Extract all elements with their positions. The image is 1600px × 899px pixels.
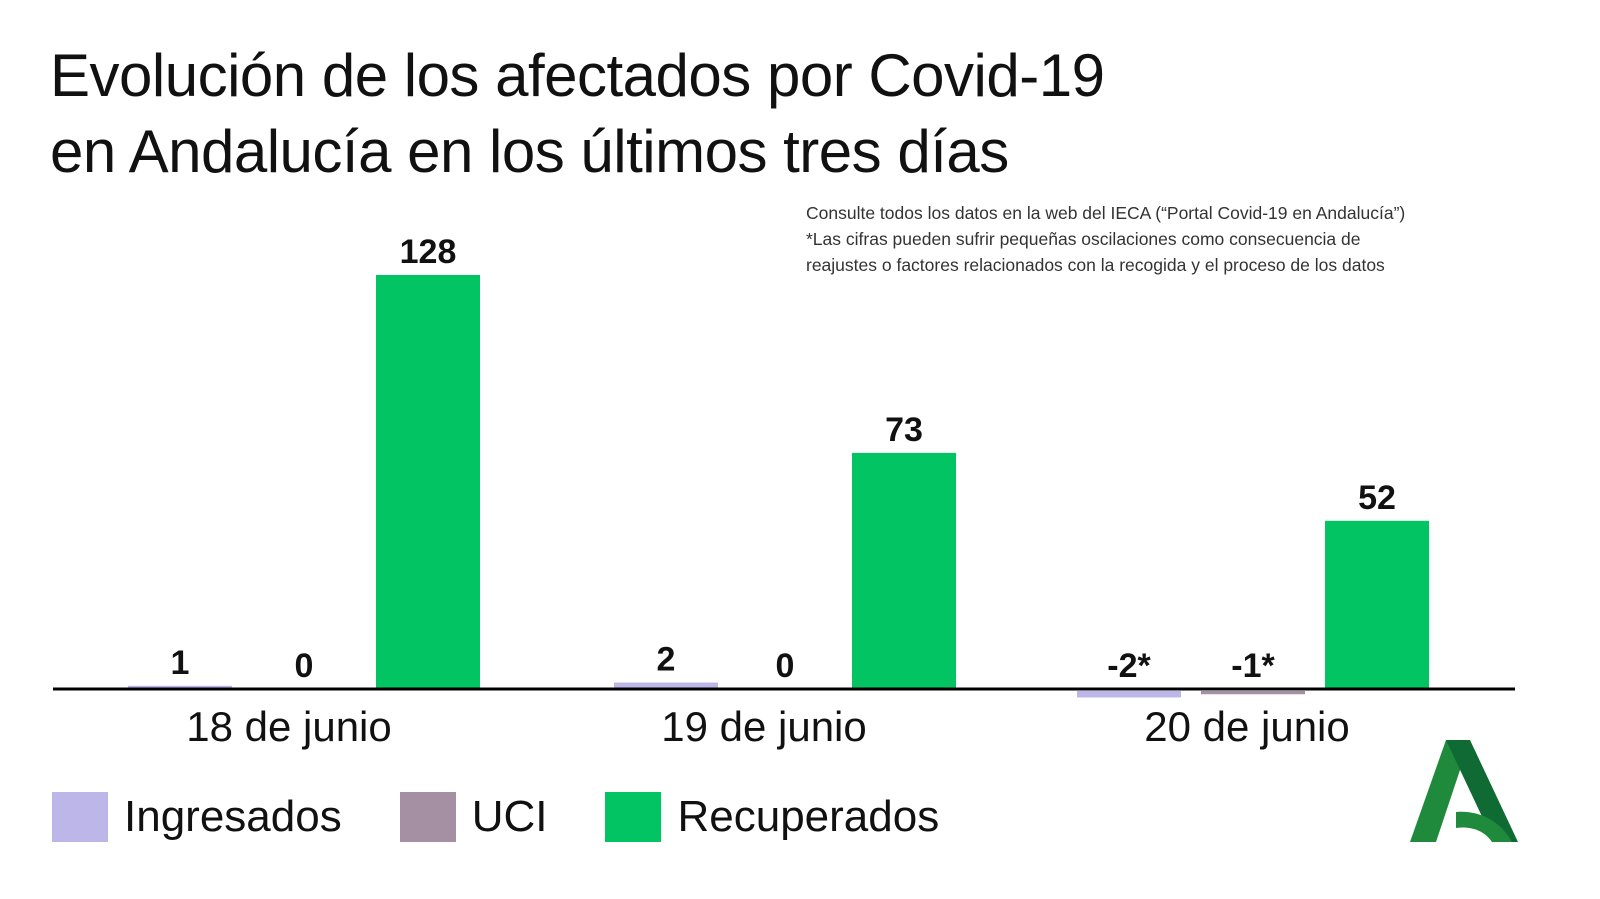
data-label: 0 (776, 647, 795, 685)
legend-swatch (399, 792, 456, 842)
data-label: 128 (400, 233, 457, 271)
legend-item-ingresados: Ingresados (52, 792, 342, 842)
note-line-2: *Las cifras pueden sufrir pequeñas oscil… (806, 229, 1361, 249)
bar-ingresados-1 (614, 682, 718, 689)
bar-recuperados-2 (1325, 520, 1429, 689)
title-line-1: Evolución de los afectados por Covid-19 (50, 42, 1105, 109)
chart-title: Evolución de los afectados por Covid-19 … (50, 38, 1105, 190)
data-label: -1* (1231, 647, 1275, 685)
note-line-3: reajustes o factores relacionados con la… (806, 255, 1385, 275)
legend-item-recuperados: Recuperados (605, 792, 939, 842)
legend-item-uci: UCI (399, 792, 548, 842)
data-label: 2 (657, 641, 676, 679)
data-label: 73 (885, 411, 923, 449)
legend-label: UCI (471, 792, 548, 841)
legend-swatch (605, 792, 662, 842)
data-label: 0 (295, 647, 314, 685)
x-tick-label: 18 de junio (186, 703, 392, 750)
x-tick-label: 20 de junio (1144, 703, 1350, 750)
note-line-1: Consulte todos los datos en la web del I… (806, 203, 1406, 223)
bar-ingresados-2 (1077, 691, 1181, 698)
legend-label: Recuperados (677, 792, 940, 841)
legend-label: Ingresados (124, 792, 342, 841)
x-tick-label: 19 de junio (661, 703, 867, 750)
bar-ingresados-0 (128, 685, 232, 689)
data-label: -2* (1107, 647, 1151, 685)
bar-recuperados-0 (376, 275, 480, 689)
title-line-2: en Andalucía en los últimos tres días (50, 118, 1009, 185)
legend-swatch (52, 792, 108, 842)
data-label: 52 (1358, 479, 1396, 517)
junta-andalucia-logo (1410, 740, 1518, 842)
bar-recuperados-1 (852, 452, 956, 689)
legend: Ingresados UCI Recuperados (52, 792, 997, 842)
source-note: Consulte todos los datos en la web del I… (806, 200, 1405, 278)
data-label: 1 (171, 644, 190, 682)
bar-uci-2 (1201, 691, 1305, 695)
